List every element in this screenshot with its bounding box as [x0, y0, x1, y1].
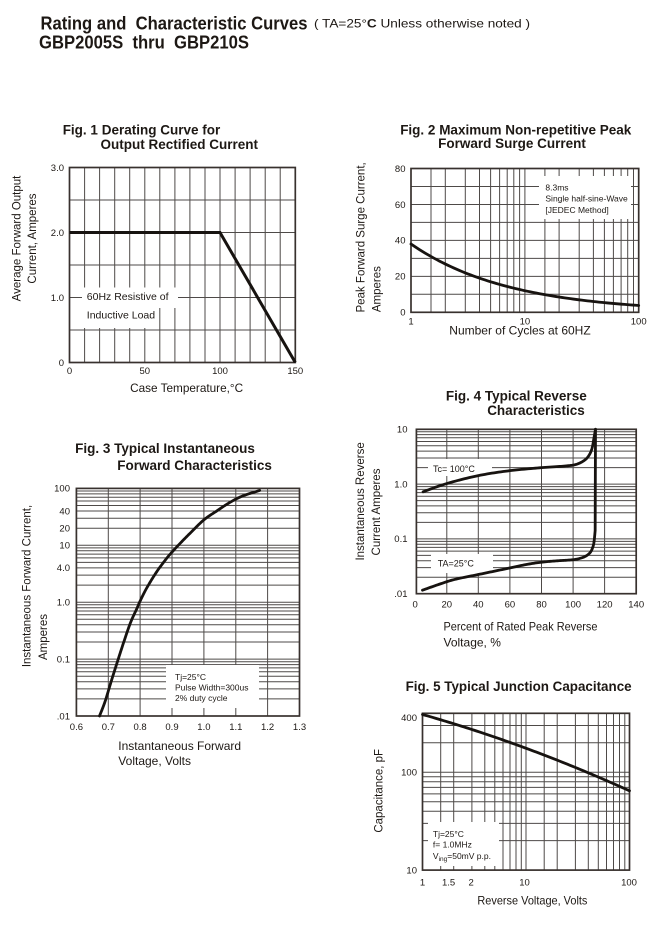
svg-text:2: 2 — [468, 878, 473, 889]
svg-text:0.8: 0.8 — [133, 722, 146, 733]
svg-text:400: 400 — [401, 713, 417, 724]
svg-text:80: 80 — [395, 164, 406, 175]
svg-text:Forward Surge Current: Forward Surge Current — [438, 136, 586, 151]
svg-text:Peak Forward Surge Current,: Peak Forward Surge Current, — [356, 162, 368, 312]
svg-text:0.6: 0.6 — [70, 722, 83, 733]
svg-text:0.1: 0.1 — [57, 654, 70, 665]
svg-text:1.5: 1.5 — [442, 878, 455, 889]
svg-text:0: 0 — [67, 366, 72, 377]
svg-text:0.1: 0.1 — [394, 534, 407, 545]
svg-text:Forward Characteristics: Forward Characteristics — [117, 458, 272, 473]
svg-text:150: 150 — [287, 366, 303, 377]
svg-text:40: 40 — [395, 236, 406, 247]
svg-text:10: 10 — [406, 865, 417, 876]
svg-text:f= 1.0MHz: f= 1.0MHz — [433, 840, 472, 850]
svg-text:1.0: 1.0 — [394, 479, 407, 490]
svg-text:Pulse Width=300us: Pulse Width=300us — [175, 683, 248, 693]
svg-text:1.1: 1.1 — [229, 722, 242, 733]
svg-text:Capacitance, pF: Capacitance, pF — [374, 749, 386, 833]
svg-text:100: 100 — [621, 878, 637, 889]
svg-text:Current Amperes: Current Amperes — [371, 468, 383, 555]
svg-text:1.3: 1.3 — [293, 722, 306, 733]
svg-text:20: 20 — [442, 600, 453, 611]
svg-text:20: 20 — [395, 272, 406, 283]
svg-text:100: 100 — [54, 484, 70, 495]
svg-text:Tj=25°C: Tj=25°C — [433, 829, 464, 839]
svg-text:Voltage, Volts: Voltage, Volts — [118, 754, 191, 768]
svg-text:.01: .01 — [394, 589, 407, 600]
svg-text:Ving=50mV p.p.: Ving=50mV p.p. — [433, 851, 491, 863]
svg-text:10: 10 — [397, 425, 408, 436]
svg-text:1.0: 1.0 — [57, 598, 70, 609]
svg-text:0: 0 — [413, 600, 418, 611]
svg-text:0.9: 0.9 — [165, 722, 178, 733]
svg-text:Fig. 4 Typical Reverse: Fig. 4 Typical Reverse — [446, 388, 587, 403]
svg-text:10: 10 — [520, 317, 531, 328]
svg-text:60: 60 — [505, 600, 516, 611]
svg-text:Amperes: Amperes — [372, 266, 384, 312]
svg-text:Instantaneous Forward: Instantaneous Forward — [118, 739, 241, 753]
svg-text:1.2: 1.2 — [261, 722, 274, 733]
svg-text:Output Rectified Current: Output Rectified Current — [101, 137, 259, 152]
svg-text:GBP2005S thru GBP210S: GBP2005S thru GBP210S — [39, 32, 249, 52]
svg-text:Characteristics: Characteristics — [487, 403, 585, 418]
svg-text:Instantaneous Forward Current,: Instantaneous Forward Current, — [22, 505, 34, 667]
svg-text:Current, Amperes: Current, Amperes — [27, 193, 39, 283]
svg-text:60: 60 — [395, 200, 406, 211]
svg-text:Number of Cycles at 60HZ: Number of Cycles at 60HZ — [449, 323, 590, 337]
svg-text:Percent of Rated Peak Reverse: Percent of Rated Peak Reverse — [444, 620, 598, 634]
svg-text:8.3ms: 8.3ms — [545, 182, 568, 192]
svg-text:10: 10 — [59, 541, 70, 552]
svg-text:1: 1 — [420, 878, 425, 889]
svg-text:0: 0 — [400, 308, 405, 319]
svg-text:40: 40 — [59, 506, 70, 517]
svg-text:Fig. 2 Maximum Non-repetitive: Fig. 2 Maximum Non-repetitive Peak — [400, 122, 632, 137]
svg-text:Voltage, %: Voltage, % — [444, 636, 502, 650]
svg-text:Fig. 1 Derating Curve for: Fig. 1 Derating Curve for — [63, 123, 221, 138]
svg-text:100: 100 — [212, 366, 228, 377]
svg-text:Inductive Load: Inductive Load — [87, 310, 155, 322]
svg-text:Fig. 5 Typical Junction Capaci: Fig. 5 Typical Junction Capacitance — [406, 679, 632, 694]
svg-text:140: 140 — [628, 600, 644, 611]
svg-text:100: 100 — [401, 768, 417, 779]
svg-text:Amperes: Amperes — [38, 614, 50, 660]
svg-text:3.0: 3.0 — [51, 163, 64, 174]
svg-text:120: 120 — [597, 600, 613, 611]
svg-text:100: 100 — [631, 317, 647, 328]
svg-text:0.7: 0.7 — [102, 722, 115, 733]
svg-text:80: 80 — [536, 600, 547, 611]
svg-text:0: 0 — [59, 358, 64, 369]
svg-text:1.0: 1.0 — [197, 722, 210, 733]
svg-text:( TA=25°C Unless otherwise not: ( TA=25° C Unless otherwise noted ) — [314, 17, 530, 31]
svg-text:[JEDEC Method]: [JEDEC Method] — [545, 205, 608, 215]
svg-text:2% duty cycle: 2% duty cycle — [175, 693, 228, 703]
svg-text:.01: .01 — [57, 711, 70, 722]
svg-text:Tj=25°C: Tj=25°C — [175, 672, 206, 682]
svg-text:2.0: 2.0 — [51, 228, 64, 239]
svg-text:Reverse Voltage, Volts: Reverse Voltage, Volts — [477, 894, 587, 908]
svg-text:1.0: 1.0 — [51, 293, 64, 304]
svg-text:100: 100 — [565, 600, 581, 611]
svg-text:40: 40 — [473, 600, 484, 611]
svg-text:50: 50 — [140, 366, 151, 377]
svg-text:Tc= 100°C: Tc= 100°C — [433, 464, 475, 474]
svg-text:10: 10 — [519, 878, 530, 889]
svg-text:Average Forward Output: Average Forward Output — [12, 175, 24, 302]
svg-text:TA=25°C: TA=25°C — [438, 559, 475, 569]
svg-text:60Hz Resistive of: 60Hz Resistive of — [87, 291, 169, 303]
svg-text:20: 20 — [59, 524, 70, 535]
svg-text:Case Temperature,°C: Case Temperature,°C — [130, 381, 243, 395]
svg-text:1: 1 — [408, 317, 413, 328]
svg-text:Single half-sine-Wave: Single half-sine-Wave — [545, 194, 628, 204]
svg-text:Instantaneous Reverse: Instantaneous Reverse — [355, 442, 367, 560]
svg-text:Fig. 3 Typical Instantaneous: Fig. 3 Typical Instantaneous — [75, 441, 255, 456]
svg-text:Rating and Characteristic Cur: Rating and Characteristic Curves — [41, 14, 308, 34]
svg-text:4.0: 4.0 — [57, 563, 70, 574]
